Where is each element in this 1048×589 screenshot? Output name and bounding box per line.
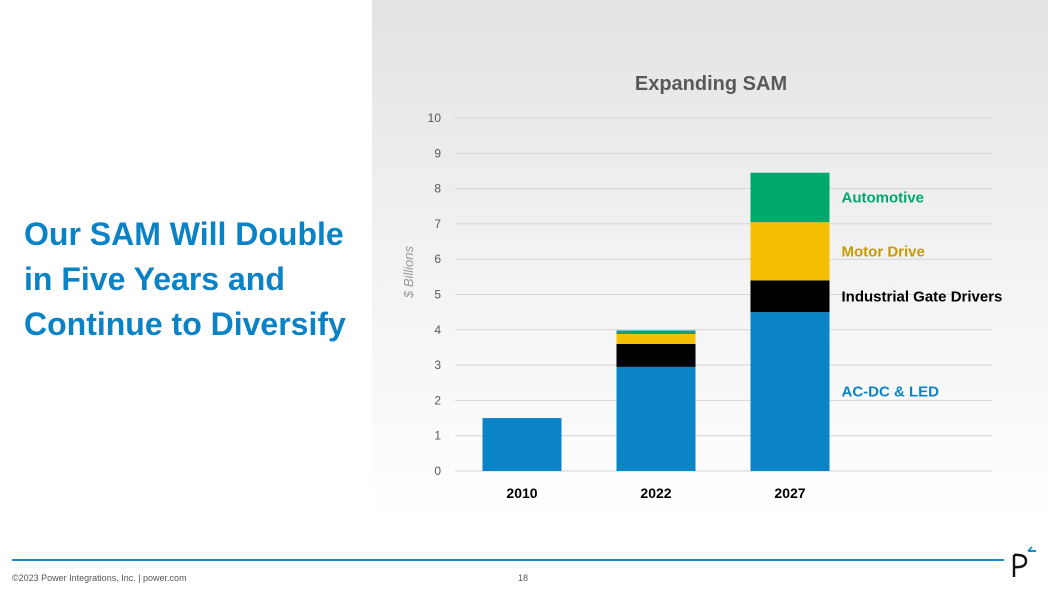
x-tick-labels: 2010 2022 2027 [506,485,805,501]
y-tick-label: 8 [434,182,441,196]
y-axis-label: $ Billions [401,245,416,299]
bar-segment [616,343,696,367]
gridlines [455,117,992,472]
y-tick-label: 10 [428,111,442,125]
y-tick-label: 6 [434,252,441,266]
bar-segment [482,418,562,471]
y-tick-label: 3 [434,358,441,372]
headline-line: in Five Years and [24,261,285,297]
footer-divider [12,559,1004,561]
series-label: Automotive [842,189,925,206]
y-tick-label: 5 [434,288,441,302]
company-logo-icon [1012,546,1036,577]
bar-segment [616,366,696,471]
bar-segment [750,312,830,471]
x-tick-label: 2022 [640,485,671,501]
headline-line: Continue to Diversify [24,306,346,342]
bar-segment [616,334,696,344]
y-tick-label: 7 [434,217,441,231]
y-tick-label: 0 [434,464,441,478]
y-tick-label: 2 [434,393,441,407]
chart-title: Expanding SAM [635,73,787,95]
x-tick-label: 2027 [774,485,805,501]
series-label: AC-DC & LED [842,384,940,401]
bar-segment [750,280,830,313]
y-tick-label: 4 [434,323,441,337]
x-tick-label: 2010 [506,485,537,501]
page-number: 18 [518,573,529,583]
y-tick-label: 9 [434,146,441,160]
bar-segment [750,222,830,281]
bars [482,172,830,471]
series-labels: AC-DC & LED Industrial Gate Drivers Motor … [842,189,1003,400]
series-label: Industrial Gate Drivers [842,288,1003,305]
footer-copyright: ©2023 Power Integrations, Inc. | power.c… [12,573,187,583]
bar-segment [750,172,830,223]
headline-line: Our SAM Will Double [24,216,344,252]
slide-headline: Our SAM Will Double in Five Years and Co… [24,212,364,347]
series-label: Motor Drive [842,243,925,260]
y-tick-labels: 0 1 2 3 4 5 6 7 8 9 10 [428,111,442,478]
bar-segment [616,330,696,335]
y-tick-label: 1 [434,429,441,443]
stacked-bar-chart: Expanding SAM $ Billions 0 1 2 3 4 5 6 7 8 9 10 20… [401,73,1003,501]
